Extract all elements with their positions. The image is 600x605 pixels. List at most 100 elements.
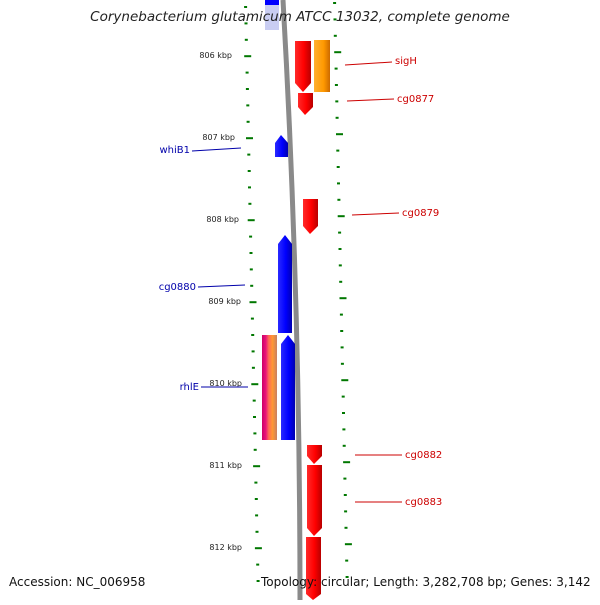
minor-tick xyxy=(334,67,338,70)
minor-tick xyxy=(249,268,253,271)
minor-tick xyxy=(244,38,248,41)
gene-cg0879[interactable] xyxy=(303,199,318,234)
minor-tick xyxy=(253,416,256,418)
faded-reverse-gene xyxy=(265,0,279,30)
leader-cg0879 xyxy=(351,212,400,216)
minor-tick xyxy=(339,313,343,316)
major-tick xyxy=(253,465,261,468)
minor-tick xyxy=(333,2,337,4)
minor-tick xyxy=(342,444,346,447)
scale-label-810: 810 kbp xyxy=(209,379,242,388)
minor-tick xyxy=(343,477,347,480)
minor-tick xyxy=(340,330,344,332)
major-tick xyxy=(251,383,259,386)
minor-tick xyxy=(245,88,249,90)
minor-tick xyxy=(340,346,344,349)
major-tick xyxy=(254,547,262,550)
minor-tick xyxy=(254,498,258,500)
minor-tick xyxy=(254,481,258,484)
minor-tick xyxy=(337,182,340,185)
leader-whiB1 xyxy=(191,147,242,152)
gene-rhlE[interactable] xyxy=(281,335,295,440)
gene-cg0877[interactable] xyxy=(298,93,313,115)
major-tick xyxy=(334,51,342,54)
minor-tick xyxy=(344,526,348,529)
scale-label-808: 808 kbp xyxy=(206,215,239,224)
minor-tick xyxy=(256,563,260,566)
minor-tick xyxy=(251,334,255,336)
minor-tick xyxy=(338,248,342,250)
minor-tick xyxy=(342,412,345,414)
gene-cg0883[interactable] xyxy=(307,465,322,536)
minor-tick xyxy=(244,6,248,8)
minor-tick xyxy=(336,166,340,168)
leader-sigH xyxy=(344,61,393,66)
gene-sigH[interactable] xyxy=(295,41,311,92)
label-cg0880[interactable]: cg0880 xyxy=(159,282,196,293)
minor-tick xyxy=(246,120,250,123)
minor-tick xyxy=(248,186,251,189)
accession-text: Accession: NC_006958 xyxy=(9,575,146,589)
minor-tick xyxy=(247,153,251,156)
label-sigH[interactable]: sigH xyxy=(395,56,417,67)
minor-tick xyxy=(251,350,255,353)
minor-tick xyxy=(341,395,345,398)
leader-cg0880 xyxy=(197,284,246,288)
minor-tick xyxy=(337,198,341,201)
minor-tick xyxy=(249,235,253,238)
minor-tick xyxy=(343,494,347,496)
major-tick xyxy=(244,55,252,58)
minor-tick xyxy=(255,530,259,533)
minor-tick xyxy=(344,510,348,513)
minor-tick xyxy=(245,71,249,74)
label-cg0877[interactable]: cg0877 xyxy=(397,94,434,105)
inner-tick-track xyxy=(244,6,262,582)
gene-next-forward[interactable] xyxy=(306,537,321,600)
minor-tick xyxy=(249,252,253,254)
label-whiB1[interactable]: whiB1 xyxy=(159,145,190,156)
minor-tick xyxy=(252,399,256,402)
feature-sigH-orange[interactable] xyxy=(314,40,330,92)
gene-cg0880[interactable] xyxy=(278,235,292,333)
major-tick xyxy=(344,543,352,546)
gene-whiB1[interactable] xyxy=(275,135,288,157)
minor-tick xyxy=(340,362,344,365)
gene-cg0882[interactable] xyxy=(307,445,322,464)
minor-tick xyxy=(333,34,337,37)
minor-tick xyxy=(338,231,342,234)
minor-tick xyxy=(248,202,252,205)
minor-tick xyxy=(345,576,349,578)
major-tick xyxy=(249,301,257,304)
major-tick xyxy=(336,133,343,136)
label-cg0879[interactable]: cg0879 xyxy=(402,208,439,219)
minor-tick xyxy=(251,366,255,369)
minor-tick xyxy=(333,18,337,21)
minor-tick xyxy=(253,432,257,435)
scale-label-806: 806 kbp xyxy=(199,51,232,60)
genome-title: Corynebacterium glutamicum ATCC 13032, c… xyxy=(90,9,510,25)
outer-tick-track xyxy=(333,2,352,578)
minor-tick xyxy=(244,22,248,25)
major-tick xyxy=(341,379,349,382)
minor-tick xyxy=(253,448,257,451)
minor-tick xyxy=(334,84,338,86)
minor-tick xyxy=(247,170,251,172)
minor-tick xyxy=(255,514,259,517)
minor-tick xyxy=(250,284,254,287)
minor-tick xyxy=(250,317,254,320)
minor-tick xyxy=(339,280,343,283)
minor-tick xyxy=(335,116,339,119)
minor-tick xyxy=(246,104,250,107)
major-tick xyxy=(343,461,351,464)
label-cg0882[interactable]: cg0882 xyxy=(405,450,442,461)
feature-rhlE-multicolor[interactable] xyxy=(262,335,277,440)
scale-label-811: 811 kbp xyxy=(209,461,242,470)
minor-tick xyxy=(256,580,260,582)
label-rhlE[interactable]: rhlE xyxy=(180,382,199,393)
major-tick xyxy=(339,297,347,300)
leader-cg0877 xyxy=(346,98,395,102)
minor-tick xyxy=(345,559,349,562)
label-cg0883[interactable]: cg0883 xyxy=(405,497,442,508)
